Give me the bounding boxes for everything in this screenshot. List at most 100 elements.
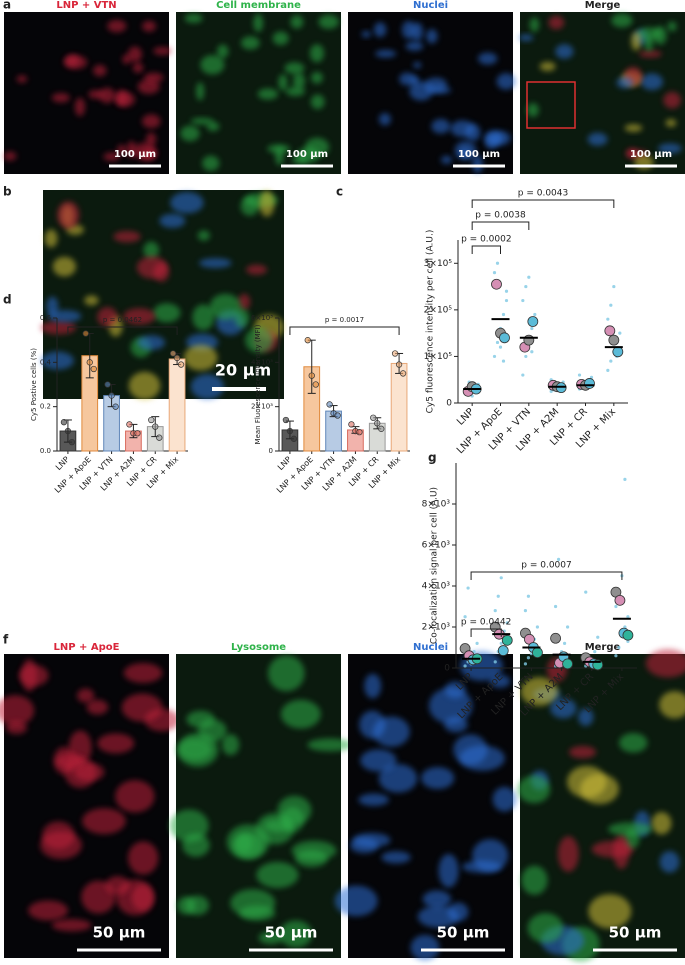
micrograph [334, 651, 517, 961]
cell-blob [103, 152, 120, 161]
cell-point [492, 354, 497, 359]
cell-blob [190, 373, 224, 400]
cell-blob [98, 87, 116, 104]
cell-blob [279, 920, 313, 948]
replicate-point [378, 425, 385, 432]
image-label: Merge [585, 642, 621, 653]
cell-blob [51, 918, 92, 932]
replicate-point [68, 438, 76, 446]
replicate-point [612, 346, 624, 358]
cell-blob [484, 133, 499, 149]
cell-blob [153, 303, 181, 323]
cell-point [626, 615, 630, 619]
cell-blob [230, 889, 276, 918]
cell-blob [84, 295, 99, 306]
cell-blob [192, 304, 215, 331]
cell-point [526, 656, 531, 660]
cell-blob [492, 786, 517, 812]
cell-blob [134, 142, 157, 161]
cell-blob [142, 20, 157, 32]
cell-blob [127, 46, 143, 63]
cell-blob [440, 155, 453, 164]
cell-point [521, 298, 525, 303]
cell-blob [310, 94, 325, 110]
cell-blob [46, 296, 59, 317]
cell-blob [5, 721, 28, 735]
cell-blob [291, 840, 337, 861]
cell-blob [131, 884, 154, 911]
cell-blob [132, 62, 144, 74]
p-value: p = 0.0462 [103, 316, 142, 324]
cell-blob [555, 44, 574, 59]
cell-point [523, 662, 528, 666]
replicate-point [491, 278, 502, 290]
cell-blob [292, 72, 306, 89]
cell-blob [40, 320, 77, 335]
y-tick-label: 4×10³ [251, 358, 273, 366]
replicate-point [156, 434, 163, 441]
cell-blob [659, 691, 685, 719]
cell-blob [587, 132, 608, 146]
cell-blob [557, 836, 579, 872]
cell-blob [115, 780, 155, 813]
x-tick-label: LNP [54, 455, 71, 472]
y-tick-label: 8×10³ [422, 500, 451, 510]
cell-blob [399, 72, 416, 86]
cell-point [577, 373, 582, 377]
cell-blob [128, 371, 161, 400]
cell-point [596, 635, 600, 639]
scale-label: 100 µm [458, 149, 500, 160]
significance-bracket [471, 245, 501, 254]
cell-point [495, 261, 500, 265]
y-tick-label: 0.6 [40, 314, 52, 322]
cell-blob [539, 61, 556, 72]
replicate-point [90, 365, 97, 373]
cell-blob [521, 865, 548, 895]
y-tick-label: 0 [444, 664, 450, 674]
cell-blob [105, 876, 130, 895]
cell-blob [136, 256, 168, 279]
significance-bracket [67, 326, 178, 335]
cell-blob [206, 121, 220, 132]
replicate-point [501, 634, 513, 646]
cell-blob [350, 837, 379, 854]
replicate-point [499, 332, 510, 344]
scale-label: 100 µm [286, 149, 328, 160]
cell-blob [478, 52, 498, 65]
cell-point [593, 650, 597, 654]
panel-label: g [428, 451, 437, 465]
replicate-point [527, 316, 539, 327]
cell-blob [381, 851, 411, 864]
cell-blob [123, 663, 163, 683]
replicate-point [550, 632, 561, 644]
replicate-point [391, 350, 399, 357]
cell-blob [127, 841, 159, 875]
cell-blob [651, 812, 672, 835]
cell-blob [146, 132, 157, 146]
cell-blob [240, 196, 260, 216]
cell-blob [454, 141, 477, 161]
cell-blob [360, 749, 397, 772]
cell-point [614, 604, 618, 609]
cell-blob [517, 775, 551, 804]
y-tick-label: 2×10³ [251, 403, 273, 411]
cell-blob [40, 831, 82, 860]
cell-blob [202, 155, 220, 171]
cell-blob [264, 819, 293, 833]
cell-blob [417, 905, 459, 928]
scale-label: 50 µm [609, 924, 662, 942]
cell-blob [527, 102, 539, 117]
cell-blob [272, 31, 289, 46]
y-tick-label: 4×10³ [422, 582, 451, 592]
cell-point [533, 312, 537, 317]
replicate-point [304, 337, 311, 344]
cell-point [504, 298, 509, 303]
cell-blob [16, 75, 28, 83]
cell-blob [18, 664, 49, 687]
cell-blob [496, 73, 516, 90]
cell-blob [520, 677, 558, 706]
image-label: Nuclei [413, 0, 448, 11]
micrograph [169, 654, 353, 958]
replicate-point [584, 378, 595, 389]
cell-blob [97, 307, 118, 327]
